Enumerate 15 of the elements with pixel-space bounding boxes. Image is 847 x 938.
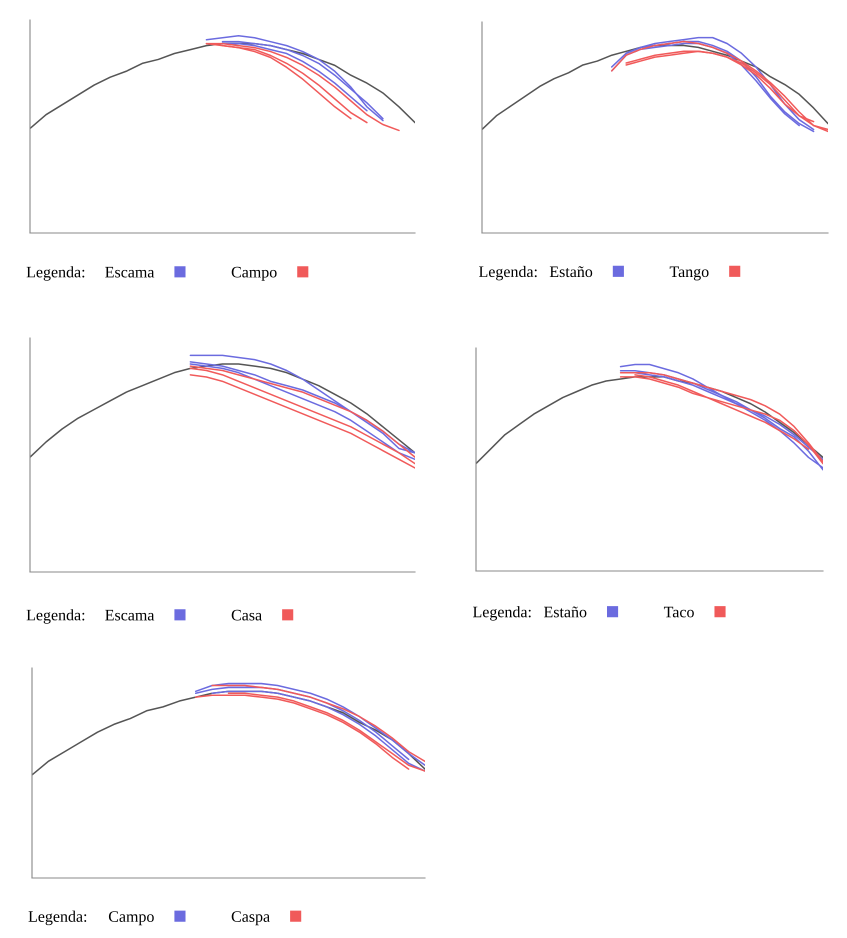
legend-label: Caspa [232, 911, 270, 926]
legend-label: Casa [232, 610, 262, 621]
legend-title: Legenda: [26, 266, 84, 281]
legend-title: Legenda: [479, 266, 537, 280]
legend-label: Estaño [544, 606, 586, 618]
legend-label: Campo [232, 266, 277, 281]
legend-title: Legenda: [26, 609, 84, 624]
legend-label: Campo [108, 911, 154, 926]
legend-label: Escama [105, 266, 154, 278]
legend-title: Legenda: [472, 606, 531, 621]
legend-label: Tango [670, 266, 709, 280]
legend-label: Estaño [550, 266, 592, 278]
legend-label: Escama [105, 610, 154, 621]
legend-label: Taco [664, 606, 694, 618]
legend-title: Legenda: [28, 910, 86, 926]
